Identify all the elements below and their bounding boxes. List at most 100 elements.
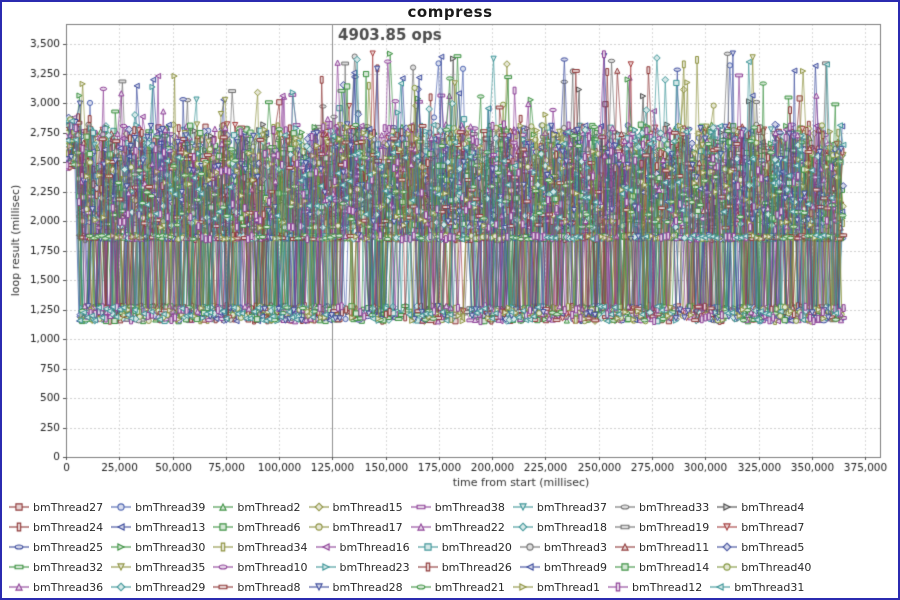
circle-marker-icon [308,521,329,533]
triangle-left-marker-icon [710,581,731,593]
rect-h-marker-icon [410,501,431,513]
series-label: bmThread12 [632,580,703,594]
series-label: bmThread4 [741,500,805,514]
triangle-right-marker-icon [512,581,533,593]
rect-h-marker-icon [213,581,234,593]
triangle-left-marker-icon [315,541,336,553]
legend-item-bmThread26: bmThread26 [417,557,512,577]
triangle-right-marker-icon [111,541,132,553]
legend-item-bmThread38: bmThread38 [410,497,505,517]
circle-marker-icon [111,501,132,513]
series-label: bmThread40 [741,560,812,574]
legend-item-bmThread39: bmThread39 [111,497,205,517]
legend-item-bmThread2: bmThread2 [213,497,301,517]
series-label: bmThread2 [237,500,301,514]
legend-item-bmThread18: bmThread18 [512,517,607,537]
series-label: bmThread5 [741,540,805,554]
triangle-left-marker-icon [111,521,132,533]
legend-item-bmThread11: bmThread11 [615,537,709,557]
series-label: bmThread25 [33,540,104,554]
series-label: bmThread16 [339,540,410,554]
legend-item-bmThread34: bmThread34 [213,537,308,557]
triangle-up-marker-icon [213,501,234,513]
rect-v-marker-icon [417,561,438,573]
series-label: bmThread24 [33,520,104,534]
series-label: bmThread35 [135,560,206,574]
triangle-right-marker-icon [315,561,336,573]
legend-item-bmThread27: bmThread27 [9,497,103,517]
diamond-marker-icon [512,521,533,533]
series-label: bmThread28 [332,580,403,594]
legend-item-bmThread10: bmThread10 [213,557,308,577]
legend-item-bmThread5: bmThread5 [717,537,804,557]
legend-item-bmThread28: bmThread28 [308,577,403,597]
legend-item-bmThread37: bmThread37 [512,497,608,517]
series-label: bmThread37 [536,500,608,514]
triangle-up-marker-icon [410,521,431,533]
triangle-left-marker-icon [519,561,540,573]
rect-h-marker-icon [9,561,29,573]
legend-item-bmThread17: bmThread17 [308,517,403,537]
square-marker-icon [213,521,234,533]
series-label: bmThread6 [237,520,301,534]
series-label: bmThread3 [543,540,608,554]
square-marker-icon [417,541,438,553]
ellipse-marker-icon [9,541,29,553]
legend-item-bmThread19: bmThread19 [615,517,709,537]
triangle-up-marker-icon [9,581,29,593]
series-label: bmThread8 [237,580,301,594]
series-label: bmThread32 [33,560,104,574]
legend-item-bmThread25: bmThread25 [9,537,103,557]
series-label: bmThread13 [135,520,206,534]
legend-item-bmThread9: bmThread9 [519,557,608,577]
series-label: bmThread15 [332,500,403,514]
rect-v-marker-icon [608,581,629,593]
legend-item-bmThread30: bmThread30 [111,537,205,557]
series-label: bmThread33 [639,500,710,514]
series-label: bmThread38 [434,500,505,514]
series-label: bmThread31 [734,580,805,594]
series-label: bmThread20 [441,540,512,554]
series-label: bmThread30 [135,540,206,554]
legend-item-bmThread6: bmThread6 [213,517,301,537]
triangle-down-marker-icon [512,501,533,513]
legend-item-bmThread12: bmThread12 [608,577,702,597]
series-label: bmThread26 [441,560,512,574]
series-label: bmThread19 [639,520,710,534]
legend-item-bmThread35: bmThread35 [111,557,205,577]
legend-item-bmThread36: bmThread36 [9,577,103,597]
triangle-down-marker-icon [717,521,738,533]
series-label: bmThread9 [543,560,608,574]
legend-item-bmThread3: bmThread3 [519,537,608,557]
legend-item-bmThread7: bmThread7 [717,517,804,537]
circle-marker-icon [717,561,738,573]
series-label: bmThread34 [237,540,308,554]
legend-item-bmThread13: bmThread13 [111,517,205,537]
legend-item-bmThread23: bmThread23 [315,557,410,577]
legend-item-bmThread32: bmThread32 [9,557,103,577]
legend-item-bmThread15: bmThread15 [308,497,403,517]
rect-v-marker-icon [213,541,234,553]
legend-item-bmThread40: bmThread40 [717,557,811,577]
diamond-marker-icon [308,501,329,513]
rect-h-marker-icon [615,521,636,533]
ellipse-marker-icon [615,501,636,513]
ellipse-marker-icon [213,561,234,573]
legend-item-bmThread24: bmThread24 [9,517,103,537]
series-label: bmThread7 [741,520,805,534]
triangle-down-marker-icon [308,581,329,593]
diamond-marker-icon [717,541,738,553]
series-label: bmThread27 [33,500,104,514]
legend: bmThread27 bmThread39 bmThread2 bmThread15 b… [9,497,893,597]
series-label: bmThread14 [639,560,710,574]
legend-item-bmThread8: bmThread8 [213,577,301,597]
series-label: bmThread36 [33,580,104,594]
legend-item-bmThread1: bmThread1 [512,577,600,597]
series-label: bmThread29 [135,580,206,594]
series-label: bmThread39 [135,500,206,514]
triangle-right-marker-icon [717,501,738,513]
legend-item-bmThread21: bmThread21 [410,577,505,597]
triangle-up-marker-icon [615,541,636,553]
square-marker-icon [9,501,29,513]
ellipse-marker-icon [410,581,431,593]
